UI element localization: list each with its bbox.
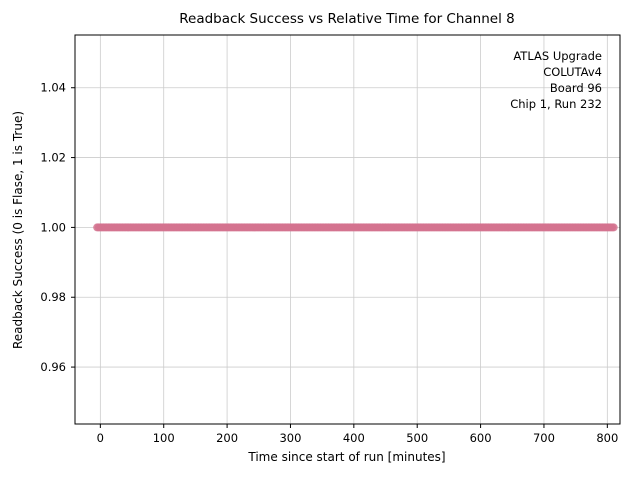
y-tick-label: 1.04 xyxy=(40,81,66,95)
y-tick-label: 0.98 xyxy=(40,290,66,304)
annotation-line: Chip 1, Run 232 xyxy=(510,97,602,111)
annotation-line: Board 96 xyxy=(550,81,602,95)
annotation-block: ATLAS Upgrade COLUTAv4 Board 96 Chip 1, Run… xyxy=(510,49,602,111)
axes-layer: 0 100 200 300 400 500 600 700 800 0.96 0.98 1.00 1.0… xyxy=(40,34,621,445)
x-tick-label: 300 xyxy=(279,431,301,445)
series-layer xyxy=(93,223,618,232)
x-tick-label: 200 xyxy=(216,431,238,445)
chart-title: Readback Success vs Relative Time for Ch… xyxy=(179,11,514,27)
y-axis-label: Readback Success (0 is Flase, 1 is True) xyxy=(11,111,25,349)
x-tick-label: 400 xyxy=(343,431,365,445)
scatter-point xyxy=(609,223,618,232)
x-tick-label: 800 xyxy=(596,431,618,445)
x-axis-label: Time since start of run [minutes] xyxy=(247,450,445,464)
y-tick-label: 1.02 xyxy=(40,151,66,165)
annotation-line: COLUTAv4 xyxy=(543,65,602,79)
x-tick-label: 700 xyxy=(533,431,555,445)
y-tick-label: 0.96 xyxy=(40,360,66,374)
y-tick-label: 1.00 xyxy=(40,220,66,234)
x-tick-label: 0 xyxy=(97,431,104,445)
annotation-line: ATLAS Upgrade xyxy=(513,49,602,63)
x-tick-label: 600 xyxy=(470,431,492,445)
plot-frame xyxy=(74,34,621,425)
x-tick-label: 100 xyxy=(153,431,175,445)
x-tick-label: 500 xyxy=(406,431,428,445)
